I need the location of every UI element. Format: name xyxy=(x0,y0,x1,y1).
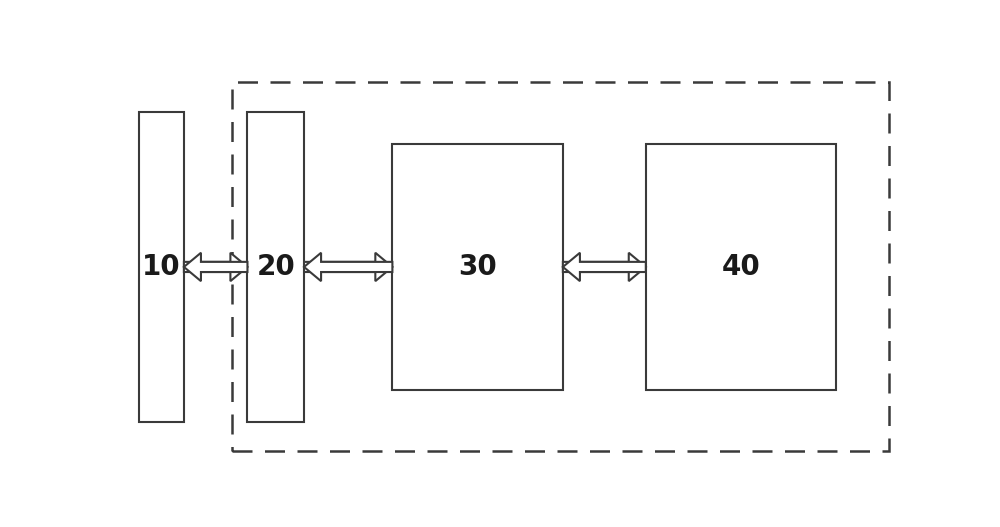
FancyArrow shape xyxy=(563,253,646,281)
Text: 20: 20 xyxy=(257,253,296,281)
Bar xyxy=(392,144,563,390)
FancyArrow shape xyxy=(563,253,646,281)
Text: 30: 30 xyxy=(458,253,497,281)
FancyArrow shape xyxy=(184,253,247,281)
FancyArrow shape xyxy=(304,253,392,281)
FancyArrow shape xyxy=(304,253,392,281)
Text: 40: 40 xyxy=(722,253,761,281)
Bar xyxy=(232,82,889,451)
Text: 10: 10 xyxy=(142,253,181,281)
FancyArrow shape xyxy=(184,253,247,281)
Bar xyxy=(247,112,304,422)
Bar xyxy=(139,112,184,422)
Bar xyxy=(646,144,836,390)
